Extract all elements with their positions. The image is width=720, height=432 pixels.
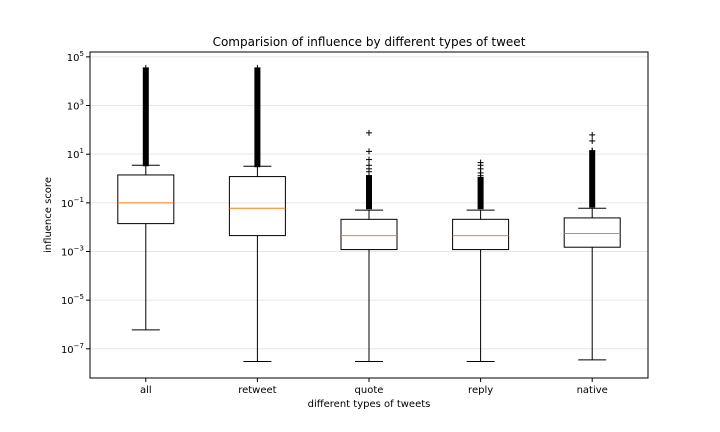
y-tick-label: 10−3 bbox=[61, 244, 84, 258]
y-tick-label: 10−5 bbox=[61, 293, 84, 307]
outlier-cluster bbox=[366, 175, 372, 210]
x-tick-label: retweet bbox=[238, 385, 276, 396]
box-retweet bbox=[228, 64, 286, 363]
outlier-cluster bbox=[142, 67, 149, 167]
chart-title: Comparision of influence by different ty… bbox=[213, 35, 526, 49]
y-ticks: 10−7 10−5 10−3 10−1 101 103 105 bbox=[61, 50, 90, 356]
iqr-box bbox=[563, 217, 621, 248]
y-tick-label: 101 bbox=[67, 147, 84, 161]
y-tick-label: 10−1 bbox=[61, 196, 84, 210]
outlier-cluster bbox=[477, 177, 484, 210]
y-tick-label: 105 bbox=[67, 50, 84, 64]
x-ticks: all retweet quote reply native bbox=[140, 378, 608, 396]
box-all bbox=[117, 64, 175, 331]
y-axis-label: influence score bbox=[43, 177, 54, 253]
x-tick-label: all bbox=[140, 385, 152, 396]
outlier-cluster bbox=[254, 67, 261, 168]
iqr-box bbox=[452, 218, 510, 251]
x-tick-label: quote bbox=[355, 385, 384, 396]
iqr-box bbox=[340, 218, 398, 251]
x-tick-label: reply bbox=[468, 385, 493, 396]
iqr-box bbox=[117, 174, 175, 225]
y-tick-label: 103 bbox=[67, 99, 84, 113]
box-quote bbox=[340, 129, 398, 363]
x-tick-label: native bbox=[577, 385, 608, 396]
y-tick-label: 10−7 bbox=[61, 342, 84, 356]
box-native bbox=[563, 131, 621, 361]
boxes-layer bbox=[117, 64, 621, 363]
outlier-cluster bbox=[589, 151, 596, 208]
x-axis-label: different types of tweets bbox=[308, 399, 431, 410]
iqr-box bbox=[228, 176, 286, 237]
box-reply bbox=[452, 159, 510, 363]
